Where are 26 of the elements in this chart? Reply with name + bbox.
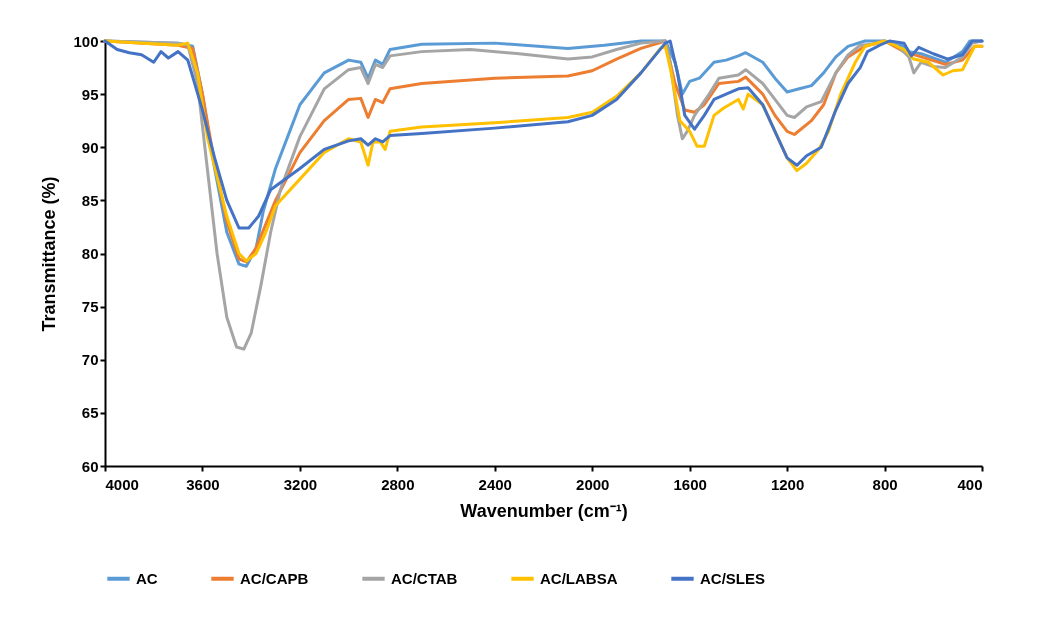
y-tick-label: 95 xyxy=(81,85,99,103)
legend-label: AC/LABSA xyxy=(540,569,618,587)
x-tick-label: 2400 xyxy=(478,475,512,493)
x-tick-label: 4000 xyxy=(105,475,139,493)
y-tick-label: 100 xyxy=(73,32,99,50)
y-tick-label: 60 xyxy=(81,457,99,475)
y-tick-label: 90 xyxy=(81,138,99,156)
legend-label: AC/CAPB xyxy=(240,569,309,587)
x-tick-label: 2800 xyxy=(381,475,415,493)
legend-label: AC/CTAB xyxy=(391,569,458,587)
legend-label: AC/SLES xyxy=(700,569,766,587)
y-tick-label: 80 xyxy=(81,245,99,262)
y-axis-title: Transmittance (%) xyxy=(39,176,60,332)
x-tick-label: 1200 xyxy=(770,475,805,493)
x-tick-label: 1600 xyxy=(673,475,707,493)
x-tick-label: 800 xyxy=(872,475,898,493)
x-tick-label: 3200 xyxy=(283,475,318,493)
y-tick-label: 85 xyxy=(81,191,99,209)
x-tick-label: 400 xyxy=(957,475,983,493)
x-axis-title: Wavenumber (cm⁻¹) xyxy=(460,500,628,521)
y-tick-label: 75 xyxy=(81,298,99,316)
x-tick-label: 2000 xyxy=(576,475,610,493)
y-tick-label: 70 xyxy=(81,351,99,369)
x-tick-label: 3600 xyxy=(186,475,220,493)
y-tick-label: 65 xyxy=(81,404,99,422)
legend-label: AC xyxy=(136,569,158,587)
